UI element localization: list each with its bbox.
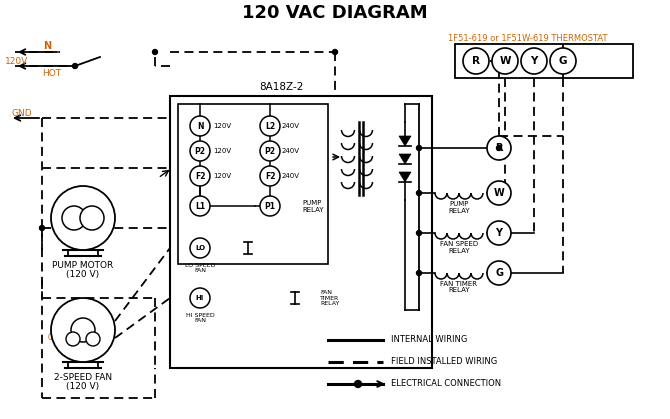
Text: 240V: 240V bbox=[282, 123, 300, 129]
Circle shape bbox=[190, 166, 210, 186]
Circle shape bbox=[260, 196, 280, 216]
Text: (120 V): (120 V) bbox=[66, 271, 100, 279]
Text: FAN TIMER
RELAY: FAN TIMER RELAY bbox=[440, 280, 478, 293]
Circle shape bbox=[62, 206, 86, 230]
Circle shape bbox=[190, 238, 210, 258]
Circle shape bbox=[417, 230, 421, 235]
Text: 120V: 120V bbox=[213, 148, 231, 154]
Text: 240V: 240V bbox=[282, 173, 300, 179]
Bar bbox=[178, 104, 328, 264]
Circle shape bbox=[550, 48, 576, 74]
Text: COM: COM bbox=[47, 334, 65, 342]
Circle shape bbox=[86, 332, 100, 346]
Text: Y: Y bbox=[496, 228, 502, 238]
Text: FAN
TIMER
RELAY: FAN TIMER RELAY bbox=[320, 290, 340, 306]
Text: FAN SPEED
RELAY: FAN SPEED RELAY bbox=[440, 241, 478, 253]
Text: F2: F2 bbox=[265, 171, 275, 181]
Text: PUMP
RELAY: PUMP RELAY bbox=[448, 201, 470, 214]
Text: 8A18Z-2: 8A18Z-2 bbox=[259, 82, 304, 92]
Circle shape bbox=[487, 221, 511, 245]
Polygon shape bbox=[399, 172, 411, 182]
Text: INTERNAL WIRING: INTERNAL WIRING bbox=[391, 336, 468, 344]
Text: G: G bbox=[559, 56, 567, 66]
Text: R: R bbox=[472, 56, 480, 66]
Text: 120V: 120V bbox=[213, 123, 231, 129]
Circle shape bbox=[190, 141, 210, 161]
Polygon shape bbox=[399, 136, 411, 146]
Circle shape bbox=[260, 116, 280, 136]
Text: LO: LO bbox=[69, 336, 77, 341]
Text: FIELD INSTALLED WIRING: FIELD INSTALLED WIRING bbox=[391, 357, 497, 367]
Circle shape bbox=[487, 261, 511, 285]
Text: 2-SPEED FAN: 2-SPEED FAN bbox=[54, 373, 112, 383]
Text: 120V: 120V bbox=[5, 57, 28, 65]
Circle shape bbox=[492, 48, 518, 74]
Circle shape bbox=[260, 166, 280, 186]
Bar bbox=[455, 44, 633, 78]
Circle shape bbox=[51, 298, 115, 362]
Circle shape bbox=[521, 48, 547, 74]
Text: L2: L2 bbox=[265, 122, 275, 130]
Text: HOT: HOT bbox=[42, 68, 62, 78]
Text: P2: P2 bbox=[265, 147, 275, 155]
Text: HI: HI bbox=[196, 295, 204, 301]
Text: L1: L1 bbox=[195, 202, 205, 210]
Text: 240V: 240V bbox=[282, 148, 300, 154]
Text: GND: GND bbox=[12, 109, 33, 117]
Text: P2: P2 bbox=[194, 147, 206, 155]
Polygon shape bbox=[399, 154, 411, 164]
Circle shape bbox=[487, 181, 511, 205]
Circle shape bbox=[487, 136, 511, 160]
Text: P1: P1 bbox=[265, 202, 275, 210]
Text: LO SPEED
FAN: LO SPEED FAN bbox=[185, 263, 215, 274]
Text: (120 V): (120 V) bbox=[66, 383, 100, 391]
Circle shape bbox=[417, 191, 421, 196]
Circle shape bbox=[332, 49, 338, 54]
Text: 120V: 120V bbox=[213, 173, 231, 179]
Text: HI SPEED
FAN: HI SPEED FAN bbox=[186, 313, 214, 323]
Text: W: W bbox=[499, 56, 511, 66]
Text: ELECTRICAL CONNECTION: ELECTRICAL CONNECTION bbox=[391, 380, 501, 388]
Bar bbox=[170, 96, 432, 368]
Circle shape bbox=[190, 288, 210, 308]
Text: N: N bbox=[197, 122, 203, 130]
Circle shape bbox=[190, 116, 210, 136]
Circle shape bbox=[417, 145, 421, 150]
Text: W: W bbox=[494, 188, 505, 198]
Circle shape bbox=[80, 206, 104, 230]
Text: PUMP
RELAY: PUMP RELAY bbox=[302, 199, 324, 212]
Text: HI: HI bbox=[90, 336, 96, 341]
Circle shape bbox=[40, 225, 44, 230]
Circle shape bbox=[51, 186, 115, 250]
Circle shape bbox=[260, 141, 280, 161]
Circle shape bbox=[72, 64, 78, 68]
Circle shape bbox=[66, 332, 80, 346]
Circle shape bbox=[417, 271, 421, 276]
Circle shape bbox=[71, 318, 95, 342]
Circle shape bbox=[463, 48, 489, 74]
Text: PUMP MOTOR: PUMP MOTOR bbox=[52, 261, 114, 271]
Text: LO: LO bbox=[195, 245, 205, 251]
Circle shape bbox=[153, 49, 157, 54]
Circle shape bbox=[190, 196, 210, 216]
Text: R: R bbox=[495, 143, 502, 153]
Text: G: G bbox=[495, 268, 503, 278]
Text: 120 VAC DIAGRAM: 120 VAC DIAGRAM bbox=[242, 4, 428, 22]
Text: F2: F2 bbox=[195, 171, 205, 181]
Circle shape bbox=[354, 380, 362, 388]
Text: Y: Y bbox=[531, 56, 538, 66]
Text: 1F51-619 or 1F51W-619 THERMOSTAT: 1F51-619 or 1F51W-619 THERMOSTAT bbox=[448, 34, 608, 42]
Text: N: N bbox=[43, 41, 51, 51]
Circle shape bbox=[496, 145, 502, 150]
